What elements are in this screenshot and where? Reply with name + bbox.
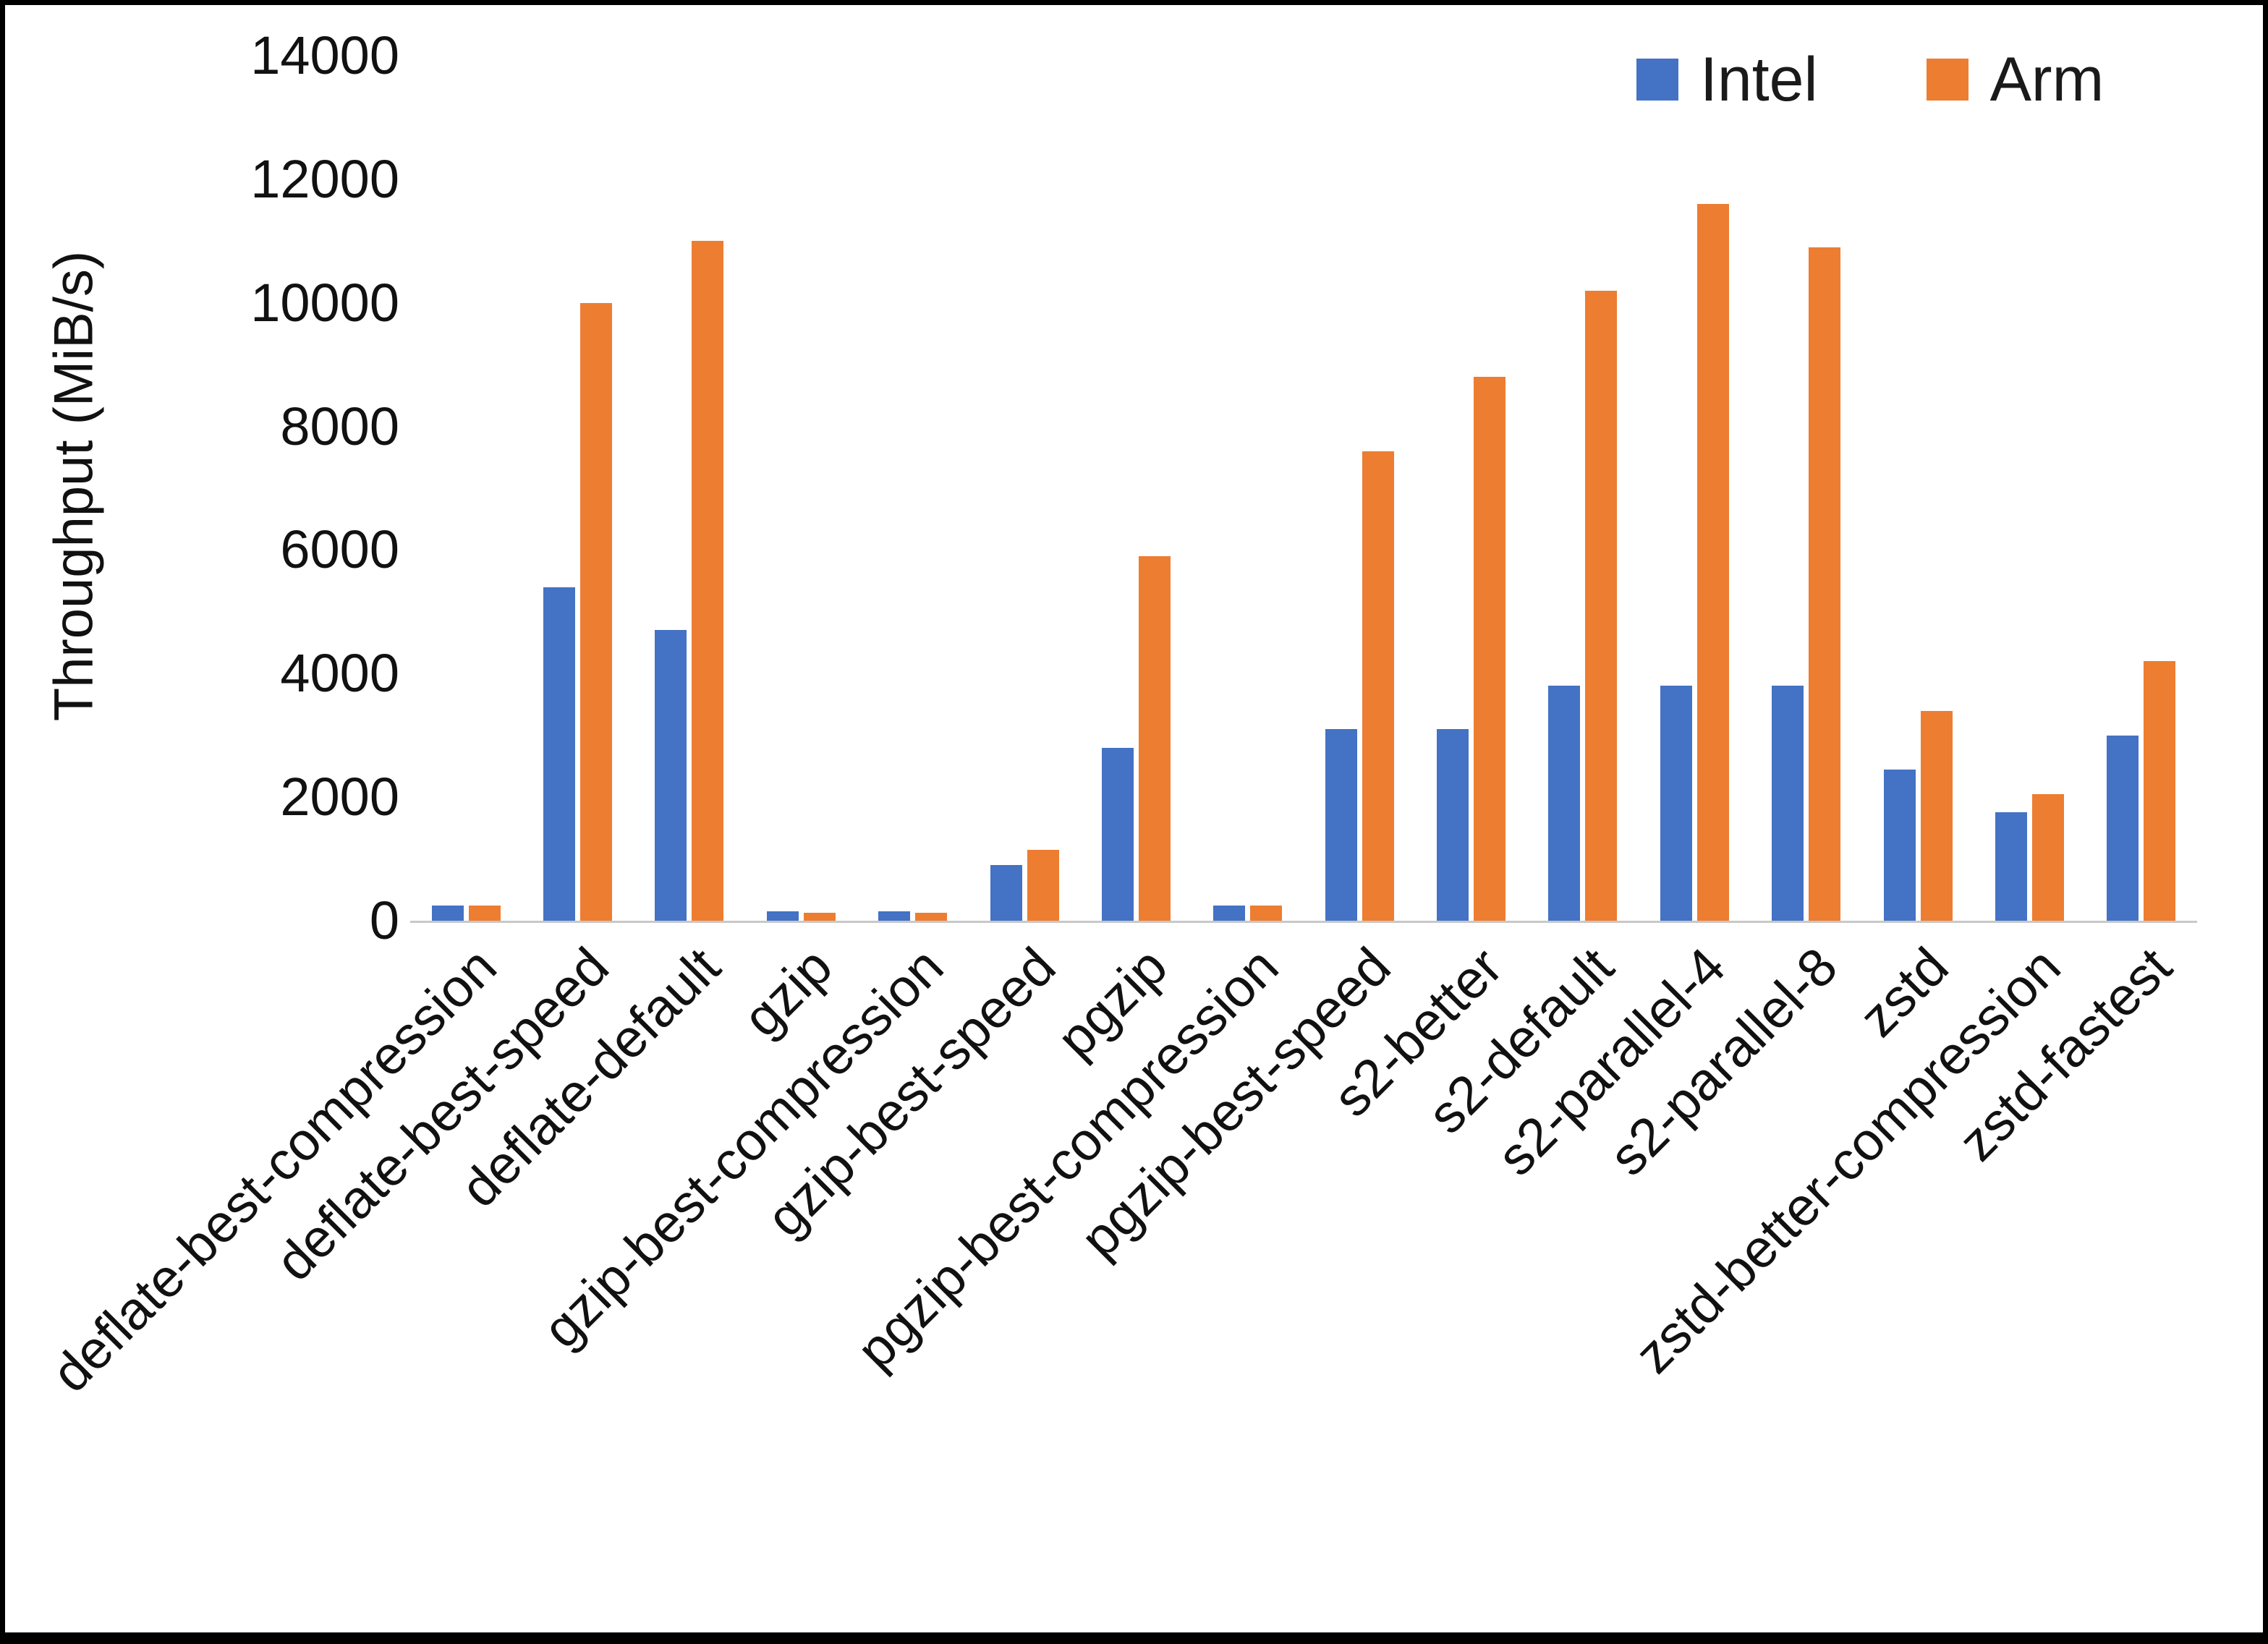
bar-arm-deflate-default	[692, 241, 724, 921]
bar-group-zstd	[1883, 56, 1953, 921]
bar-group-deflate-default	[655, 56, 724, 921]
bar-group-pgzip-best-speed	[1325, 56, 1394, 921]
legend-item-intel: Intel	[1636, 47, 1818, 112]
bar-intel-deflate-best-speed	[543, 587, 576, 921]
bar-arm-zstd-better-compression	[2031, 794, 2064, 921]
bar-chart: Throughput (MiB/s) Intel Arm 0 2000 4000 60…	[5, 5, 2263, 1632]
bar-group-s2-default	[1548, 56, 1618, 921]
bar-arm-pgzip-best-speed	[1362, 451, 1394, 921]
bar-intel-pgzip	[1101, 748, 1134, 921]
bar-arm-s2-better	[1474, 377, 1506, 921]
bar-group-gzip	[766, 56, 836, 921]
bar-arm-deflate-best-compression	[468, 906, 501, 921]
y-tick-2000: 2000	[280, 767, 399, 827]
bar-intel-zstd-better-compression	[1995, 812, 2027, 921]
x-tick-deflate-best-compression: deflate-best-compression	[40, 936, 509, 1404]
plot-area	[410, 56, 2197, 923]
bar-group-s2-parallel-8	[1772, 56, 1841, 921]
bar-group-gzip-best-compression	[878, 56, 948, 921]
bar-arm-pgzip-best-compression	[1250, 906, 1283, 921]
legend-label-intel: Intel	[1700, 45, 1818, 114]
bar-intel-zstd-fastest	[2107, 736, 2139, 921]
bar-intel-deflate-default	[655, 630, 687, 921]
bar-arm-gzip-best-speed	[1027, 850, 1059, 921]
bar-group-deflate-best-speed	[543, 56, 613, 921]
y-tick-14000: 14000	[250, 25, 399, 85]
bar-arm-gzip	[803, 913, 836, 921]
bar-arm-pgzip	[1138, 556, 1171, 921]
bar-intel-gzip-best-compression	[878, 911, 911, 921]
bar-intel-gzip-best-speed	[990, 865, 1022, 921]
bar-arm-deflate-best-speed	[580, 303, 613, 921]
bar-intel-deflate-best-compression	[431, 906, 464, 921]
y-tick-6000: 6000	[280, 519, 399, 580]
y-tick-12000: 12000	[250, 148, 399, 209]
y-tick-8000: 8000	[280, 396, 399, 456]
y-tick-0: 0	[369, 890, 399, 950]
bar-group-pgzip-best-compression	[1213, 56, 1283, 921]
bar-group-zstd-fastest	[2107, 56, 2176, 921]
bar-arm-s2-parallel-8	[1809, 247, 1841, 921]
bar-arm-zstd	[1920, 711, 1953, 921]
legend-item-arm: Arm	[1926, 45, 2105, 114]
bar-arm-zstd-fastest	[2144, 661, 2176, 921]
legend: Intel Arm	[1636, 47, 2104, 112]
bar-arm-gzip-best-compression	[915, 913, 948, 921]
bar-group-pgzip	[1101, 56, 1171, 921]
legend-marker-arm-icon	[1926, 59, 1968, 101]
bar-intel-zstd	[1883, 770, 1916, 921]
bar-intel-s2-better	[1437, 729, 1469, 921]
bar-group-s2-parallel-4	[1660, 56, 1729, 921]
bar-intel-s2-parallel-4	[1660, 686, 1692, 921]
bar-intel-pgzip-best-speed	[1325, 729, 1357, 921]
bar-intel-pgzip-best-compression	[1213, 906, 1246, 921]
legend-label-arm: Arm	[1989, 45, 2105, 114]
bar-arm-s2-parallel-4	[1696, 204, 1729, 921]
bar-group-gzip-best-speed	[990, 56, 1059, 921]
bar-intel-s2-parallel-8	[1772, 686, 1804, 921]
bar-group-zstd-better-compression	[1995, 56, 2064, 921]
bar-group-deflate-best-compression	[431, 56, 501, 921]
bar-intel-s2-default	[1548, 686, 1581, 921]
bar-group-s2-better	[1437, 56, 1506, 921]
y-tick-4000: 4000	[280, 643, 399, 704]
y-axis-ticks: 0 2000 4000 6000 8000 10000 12000 14000	[5, 29, 399, 947]
bar-arm-s2-default	[1585, 291, 1618, 921]
bar-intel-gzip	[766, 911, 799, 921]
y-tick-10000: 10000	[250, 272, 399, 333]
legend-marker-intel-icon	[1636, 59, 1678, 101]
